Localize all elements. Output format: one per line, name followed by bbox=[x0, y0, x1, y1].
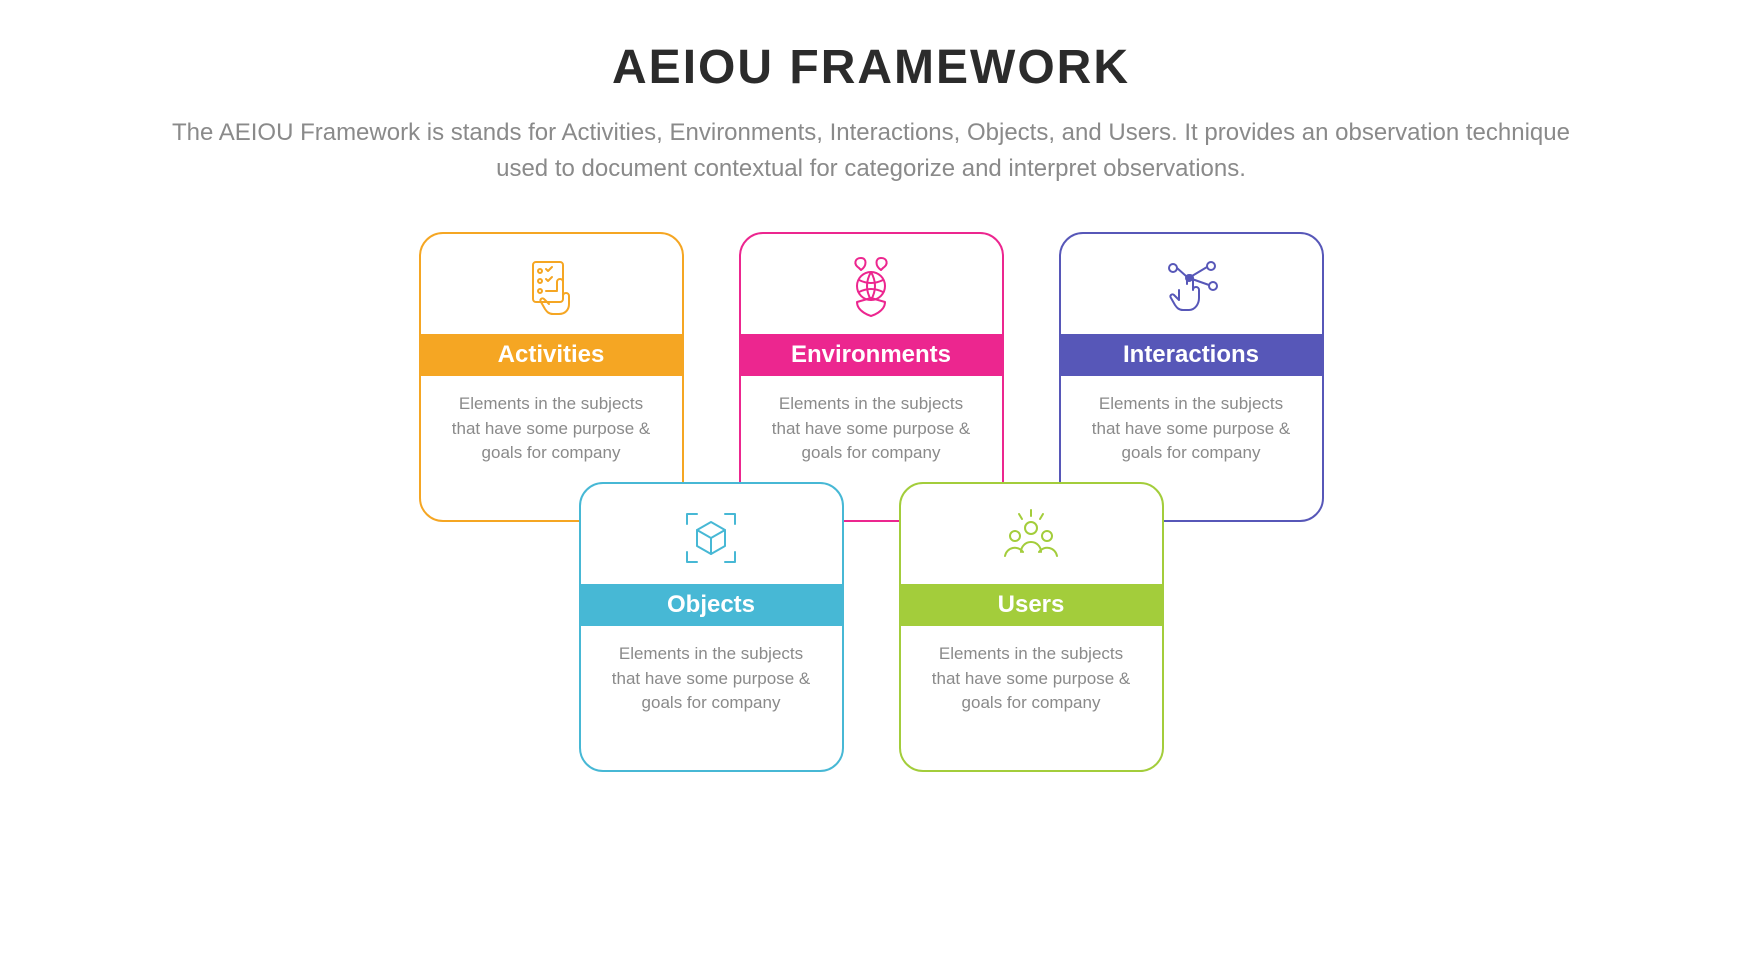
cards-row-1: Activities Elements in the subjects that… bbox=[419, 232, 1324, 522]
card-desc-users: Elements in the subjects that have some … bbox=[901, 626, 1162, 716]
touch-nodes-icon bbox=[1061, 234, 1322, 334]
cards-row-2: Objects Elements in the subjects that ha… bbox=[579, 482, 1164, 772]
card-title-interactions: Interactions bbox=[1059, 334, 1324, 376]
cards-container: Activities Elements in the subjects that… bbox=[0, 232, 1742, 772]
card-title-activities: Activities bbox=[419, 334, 684, 376]
people-shine-icon bbox=[901, 484, 1162, 584]
card-desc-interactions: Elements in the subjects that have some … bbox=[1061, 376, 1322, 466]
card-users: Users Elements in the subjects that have… bbox=[899, 482, 1164, 772]
checklist-hand-icon bbox=[421, 234, 682, 334]
card-title-users: Users bbox=[899, 584, 1164, 626]
card-activities: Activities Elements in the subjects that… bbox=[419, 232, 684, 522]
page-title: AEIOU FRAMEWORK bbox=[612, 40, 1130, 95]
card-title-objects: Objects bbox=[579, 584, 844, 626]
card-desc-environments: Elements in the subjects that have some … bbox=[741, 376, 1002, 466]
globe-leaf-icon bbox=[741, 234, 1002, 334]
card-desc-activities: Elements in the subjects that have some … bbox=[421, 376, 682, 466]
page-subtitle: The AEIOU Framework is stands for Activi… bbox=[171, 115, 1571, 187]
cube-scan-icon bbox=[581, 484, 842, 584]
card-objects: Objects Elements in the subjects that ha… bbox=[579, 482, 844, 772]
card-desc-objects: Elements in the subjects that have some … bbox=[581, 626, 842, 716]
card-interactions: Interactions Elements in the subjects th… bbox=[1059, 232, 1324, 522]
card-environments: Environments Elements in the subjects th… bbox=[739, 232, 1004, 522]
card-title-environments: Environments bbox=[739, 334, 1004, 376]
